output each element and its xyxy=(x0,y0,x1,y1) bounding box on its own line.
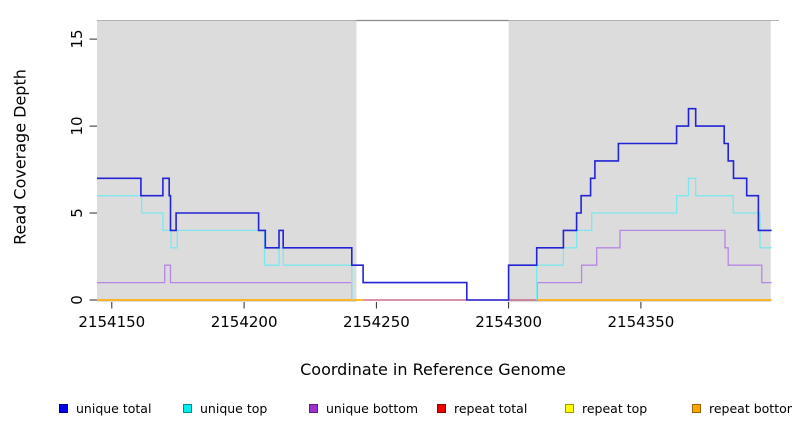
legend-item-repeat-bottom: repeat bottom xyxy=(692,401,792,416)
legend-label: repeat top xyxy=(582,401,648,416)
x-axis-label: Coordinate in Reference Genome xyxy=(300,360,566,379)
series-line-unique-bottom xyxy=(536,229,772,300)
legend-item-unique-total: unique total xyxy=(59,401,151,416)
x-tick-label: 2154200 xyxy=(210,313,278,331)
coverage-region-band xyxy=(97,20,357,302)
x-tick-label: 2154150 xyxy=(78,313,146,331)
legend-swatch-icon xyxy=(309,404,318,413)
legend-swatch-icon xyxy=(59,404,68,413)
legend-swatch-icon xyxy=(692,404,701,413)
legend-label: unique top xyxy=(200,401,268,416)
legend-label: repeat total xyxy=(454,401,528,416)
series-line-unique-top xyxy=(97,195,353,300)
x-tick-label: 2154250 xyxy=(342,313,410,331)
legend-swatch-icon xyxy=(183,404,192,413)
x-tick-label: 2154350 xyxy=(607,313,675,331)
y-tick-label: 0 xyxy=(68,295,86,305)
legend-item-unique-top: unique top xyxy=(183,401,267,416)
y-tick-label: 10 xyxy=(68,116,86,136)
legend-item-repeat-top: repeat top xyxy=(565,401,647,416)
series-line-unique-total xyxy=(97,107,772,301)
y-tick-label: 15 xyxy=(68,29,86,49)
coverage-region-band xyxy=(508,20,771,302)
y-axis-label: Read Coverage Depth xyxy=(10,69,30,245)
legend-swatch-icon xyxy=(565,404,574,413)
y-tick-label: 5 xyxy=(68,208,86,218)
x-tick-label: 2154300 xyxy=(475,313,542,331)
legend-label: unique total xyxy=(76,401,152,416)
legend-swatch-icon xyxy=(437,404,446,413)
legend-item-unique-bottom: unique bottom xyxy=(309,401,418,416)
legend-label: repeat bottom xyxy=(709,401,792,416)
legend-item-repeat-total: repeat total xyxy=(437,401,527,416)
legend-label: unique bottom xyxy=(326,401,419,416)
